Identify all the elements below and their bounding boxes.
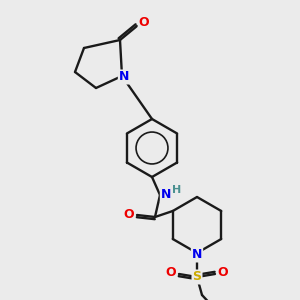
Text: O: O bbox=[139, 16, 149, 28]
Text: N: N bbox=[119, 70, 129, 83]
Text: N: N bbox=[161, 188, 171, 202]
Text: O: O bbox=[218, 266, 228, 280]
Text: O: O bbox=[124, 208, 134, 220]
Text: O: O bbox=[166, 266, 176, 280]
Text: N: N bbox=[192, 248, 202, 262]
Text: H: H bbox=[172, 185, 182, 195]
Text: S: S bbox=[193, 271, 202, 284]
